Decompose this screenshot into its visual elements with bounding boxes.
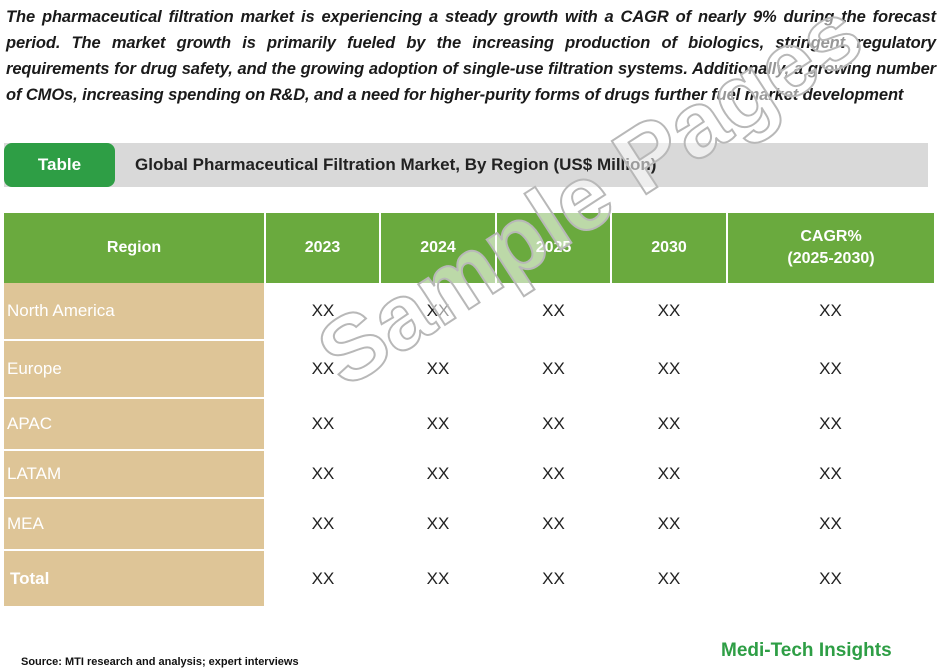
table-row: North America XX XX XX XX XX: [4, 283, 934, 341]
col-header-region: Region: [4, 213, 266, 283]
value-cell: XX: [380, 283, 496, 341]
value-cell: XX: [265, 450, 380, 499]
cagr-cell: XX: [727, 283, 934, 341]
table-row: Europe XX XX XX XX XX: [4, 340, 934, 399]
table-title: Global Pharmaceutical Filtration Market,…: [135, 155, 657, 174]
cagr-label: CAGR%: [800, 228, 862, 245]
cagr-cell: XX: [727, 340, 934, 399]
value-cell: XX: [611, 398, 727, 451]
intro-paragraph: The pharmaceutical filtration market is …: [6, 8, 936, 104]
value-cell: XX: [611, 550, 727, 608]
value-cell: XX: [265, 550, 380, 608]
cagr-cell: XX: [727, 550, 934, 608]
value-cell: XX: [265, 398, 380, 451]
value-cell: XX: [380, 340, 496, 399]
value-cell: XX: [265, 498, 380, 551]
region-cell: Europe: [4, 340, 266, 399]
value-cell: XX: [380, 450, 496, 499]
table-row-total: Total XX XX XX XX XX: [4, 550, 934, 608]
col-header-2024: 2024: [380, 213, 497, 283]
brand-logo-text: Medi-Tech Insights: [721, 640, 892, 661]
total-label-cell: Total: [4, 550, 266, 608]
table-row: APAC XX XX XX XX XX: [4, 398, 934, 451]
table-row: LATAM XX XX XX XX XX: [4, 450, 934, 499]
cagr-cell: XX: [727, 398, 934, 451]
cagr-cell: XX: [727, 450, 934, 499]
value-cell: XX: [380, 550, 496, 608]
col-header-2025: 2025: [496, 213, 612, 283]
value-cell: XX: [611, 450, 727, 499]
value-cell: XX: [496, 498, 611, 551]
value-cell: XX: [496, 340, 611, 399]
source-note: Source: MTI research and analysis; exper…: [21, 656, 299, 668]
col-header-2023: 2023: [265, 213, 381, 283]
value-cell: XX: [611, 498, 727, 551]
col-header-2030: 2030: [611, 213, 728, 283]
table-header-row: Region 2023 2024 2025 2030 CAGR% (2025-2…: [4, 213, 934, 283]
value-cell: XX: [496, 550, 611, 608]
table-title-bar: Table Global Pharmaceutical Filtration M…: [4, 143, 928, 187]
value-cell: XX: [496, 283, 611, 341]
table-row: MEA XX XX XX XX XX: [4, 498, 934, 551]
region-cell: North America: [4, 283, 266, 341]
value-cell: XX: [496, 398, 611, 451]
region-cell: LATAM: [4, 450, 266, 499]
table-tag-badge: Table: [4, 143, 115, 187]
col-header-cagr: CAGR% (2025-2030): [727, 213, 934, 283]
region-cell: MEA: [4, 498, 266, 551]
value-cell: XX: [265, 340, 380, 399]
cagr-cell: XX: [727, 498, 934, 551]
region-market-table: Region 2023 2024 2025 2030 CAGR% (2025-2…: [4, 213, 934, 608]
value-cell: XX: [380, 398, 496, 451]
value-cell: XX: [380, 498, 496, 551]
value-cell: XX: [611, 340, 727, 399]
region-cell: APAC: [4, 398, 266, 451]
value-cell: XX: [611, 283, 727, 341]
value-cell: XX: [265, 283, 380, 341]
value-cell: XX: [496, 450, 611, 499]
cagr-period: (2025-2030): [787, 250, 875, 267]
